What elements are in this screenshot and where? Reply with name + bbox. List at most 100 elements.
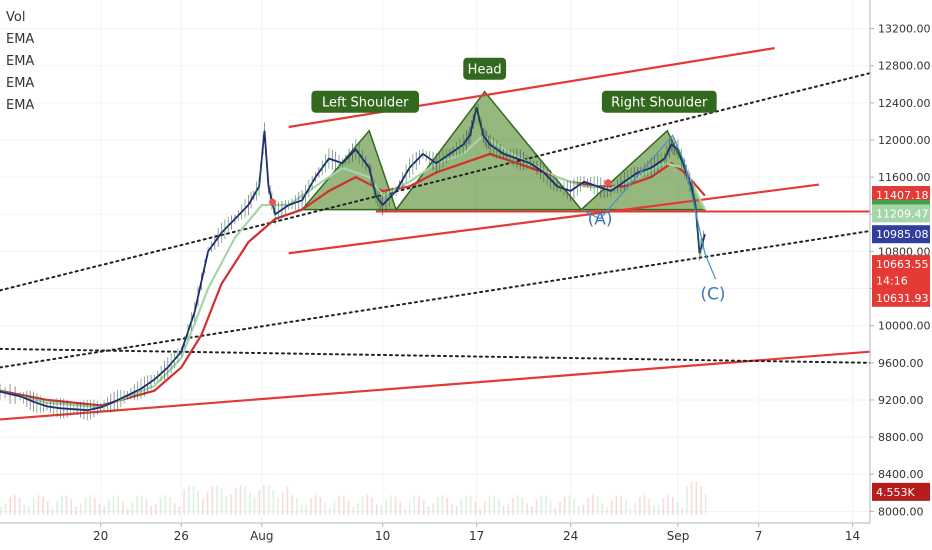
volume-bar [56,500,58,515]
volume-bar [526,503,528,515]
y-tick-label: 12800.00 [878,60,931,73]
price-tag-1: 11407.18 [872,186,930,205]
volume-bar [197,490,199,515]
volume-bar [502,506,505,515]
volume-bar [535,499,538,515]
volume-bar [394,496,397,515]
volume-bar [65,495,68,515]
volume-bar [422,499,425,515]
x-tick-label: Sep [667,529,690,543]
y-tick-label: 9600.00 [878,357,924,370]
volume-bar [32,498,35,515]
indicator-vol[interactable]: Vol [6,10,26,25]
volume-bar [549,500,552,515]
price-tag-5: 10663.55 [872,255,930,274]
volume-bar [484,501,486,515]
volume-bar [305,505,308,515]
volume-bar [37,495,40,515]
wave-path [581,134,717,280]
volume-bar [465,495,467,515]
pattern-triangle-2 [394,90,583,211]
volume-bar [108,499,110,515]
trend-line-4 [0,72,871,292]
x-tick-label: Aug [250,529,273,543]
volume-bar [408,500,411,515]
volume-bar [46,501,49,515]
volume-bar [521,497,524,515]
price-tag-8: 4.553K [872,482,930,501]
volume-bar [187,485,190,515]
volume-bar [629,507,632,515]
volume-bar [404,508,406,515]
volume-bar [145,498,148,515]
volume-bar [643,495,646,515]
volume-bar [427,506,430,515]
volume-bar [662,498,665,515]
volume-bar [140,495,143,515]
volume-bar [587,497,589,515]
x-tick-label: 14 [845,529,860,543]
volume-bar [639,496,641,515]
volume-bar [446,497,449,515]
volume-bar [455,506,458,515]
indicator-ema-2[interactable]: EMA [6,54,35,69]
volume-bar [479,508,481,515]
volume-bar [281,492,284,515]
y-tick-label: 12400.00 [878,97,931,110]
signal-dot [269,198,277,206]
indicator-ema-3[interactable]: EMA [6,76,35,91]
volume-bar [375,504,378,515]
volume-bar [328,507,331,515]
volume-bar [192,485,195,515]
gridlines [0,0,870,523]
volume-bar [0,506,2,515]
volume-bar [324,502,326,515]
indicator-ema-1[interactable]: EMA [6,32,35,47]
price-tag-bg [872,288,930,307]
price-tag-bg [872,271,930,290]
trend-line-3 [0,350,871,421]
volume-bar [343,495,345,515]
price-tag-text: 11407.18 [876,189,929,202]
volume-bar [277,497,279,515]
wave-label-1: (A) [588,209,613,229]
volume-bar [493,495,496,515]
volume-bar [14,495,16,515]
volume-bar [79,503,82,515]
volume-bar [51,508,54,515]
volume-bar [93,497,96,515]
price-tag-4: 10985.08 [872,225,930,244]
indicator-ema-4[interactable]: EMA [6,98,35,113]
y-tick-label: 8000.00 [878,505,924,518]
price-tag-7: 10631.93 [872,288,930,307]
volume-bar [413,495,416,515]
volume-bar [291,495,293,515]
volume-bar [582,504,585,515]
price-tag-text: 11209.47 [876,207,929,220]
y-tick-label: 8400.00 [878,468,924,481]
x-tick-label: 7 [755,529,763,543]
volume-bar [545,495,547,515]
volume-bar [267,485,270,515]
volume-bar [610,499,613,515]
volume-bar [183,489,185,515]
y-tick-label: 13200.00 [878,23,931,36]
volume-bar [300,504,303,515]
volume-bar [686,486,688,515]
time-axis: 20 26 Aug 10 17 24 Sep 7 14 [0,522,932,550]
price-tag-6: 14:16 [872,271,930,290]
volume-bar [592,495,594,515]
price-wicks [0,102,704,421]
volume-bar [150,505,152,515]
y-tick-label: 10000.00 [878,320,931,333]
volume-bar [155,504,157,515]
volume-bar [122,501,124,515]
y-tick-label: 8800.00 [878,431,924,444]
price-tag-bg [872,204,930,223]
volume-bar [568,495,571,515]
pattern-label-bg [463,57,507,80]
volume-bar [667,495,669,515]
volume-bar [371,497,373,515]
volume-bar [620,495,622,515]
volume-bar [263,485,265,515]
